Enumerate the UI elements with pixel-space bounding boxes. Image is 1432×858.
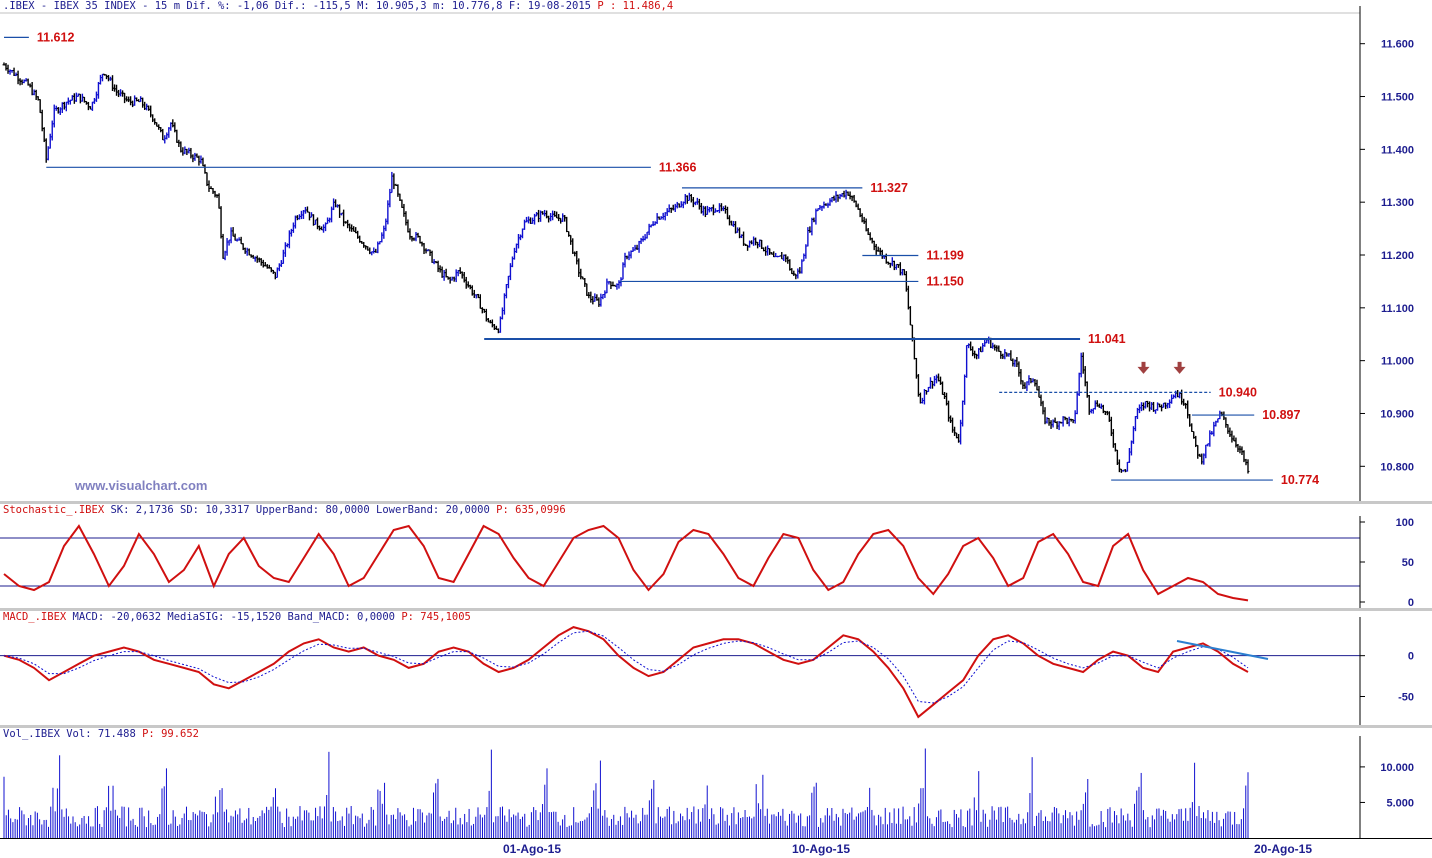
macd-trend-line bbox=[1176, 640, 1269, 660]
level-label: 11.327 bbox=[870, 181, 908, 195]
stoch-header: Stochastic_.IBEX SK: 2,1736 SD: 10,3317 … bbox=[3, 504, 566, 517]
macd-header: MACD_.IBEX MACD: -20,0632 MediaSIG: -15,… bbox=[3, 611, 471, 624]
x-tick-label: 10-Ago-15 bbox=[792, 842, 851, 856]
price-tick-label: 10.800 bbox=[1380, 461, 1414, 473]
dif-pct-label: Dif. %: -1,06 bbox=[186, 0, 269, 12]
min-label: m: 10.776,8 bbox=[432, 0, 503, 12]
level-label: 10.774 bbox=[1281, 473, 1319, 487]
macd-tick-label: 0 bbox=[1408, 651, 1414, 663]
pane-divider[interactable] bbox=[0, 501, 1432, 504]
price-tick-label: 11.000 bbox=[1381, 356, 1414, 368]
price-axis-band bbox=[1360, 0, 1432, 501]
vol-value: Vol: 71.488 bbox=[66, 728, 136, 740]
stoch-name: Stochastic_.IBEX bbox=[3, 504, 105, 516]
last-price-label: P : 11.486,4 bbox=[597, 0, 674, 12]
dif-label: Dif.: -115,5 bbox=[274, 0, 351, 12]
stoch-tick-label: 0 bbox=[1408, 597, 1414, 608]
macd-chart: 0 -50 bbox=[0, 611, 1432, 725]
level-label: 11.366 bbox=[659, 160, 697, 174]
pane-divider[interactable] bbox=[0, 608, 1432, 611]
time-axis bbox=[0, 838, 1432, 858]
price-tick-label: 11.600 bbox=[1381, 39, 1414, 51]
macd-series-MACD bbox=[3, 626, 1249, 719]
stoch-series-SK bbox=[3, 524, 1249, 602]
price-header: .IBEX - IBEX 35 INDEX - 15 m Dif. %: -1,… bbox=[3, 0, 673, 13]
price-tick-label: 11.400 bbox=[1381, 144, 1414, 156]
stochastic-chart: 100 50 0 bbox=[0, 504, 1432, 608]
macd-p: P: 745,1005 bbox=[401, 611, 471, 623]
watermark: www.visualchart.com bbox=[75, 478, 208, 493]
macd-series-MediaSIG bbox=[3, 630, 1249, 704]
stoch-lower: LowerBand: 20,0000 bbox=[376, 504, 490, 516]
stochastic-pane: Stochastic_.IBEX SK: 2,1736 SD: 10,3317 … bbox=[0, 504, 1432, 608]
macd-signal: MediaSIG: -15,1520 bbox=[167, 611, 282, 623]
stoch-upper: UpperBand: 80,0000 bbox=[255, 504, 370, 516]
vol-p: P: 99.652 bbox=[142, 728, 200, 740]
interval-label: 15 m bbox=[154, 0, 181, 12]
macd-name: MACD_.IBEX bbox=[3, 611, 67, 623]
price-tick-label: 11.200 bbox=[1381, 250, 1414, 262]
price-chart: 11.612 11.366 11.327 11.199 11.150 11.041 10.9… bbox=[0, 0, 1432, 501]
level-label: 11.612 bbox=[37, 30, 75, 44]
price-tick-label: 11.100 bbox=[1381, 303, 1414, 315]
x-tick-label: 01-Ago-15 bbox=[503, 842, 562, 856]
vol-tick-label: 5.000 bbox=[1386, 797, 1414, 809]
stoch-p: P: 635,0996 bbox=[496, 504, 566, 516]
down-arrow-icon bbox=[1177, 361, 1182, 368]
date-label: F: 19-08-2015 bbox=[508, 0, 591, 12]
macd-axis-band bbox=[1360, 611, 1432, 725]
macd-band: Band_MACD: 0,0000 bbox=[287, 611, 395, 623]
volume-pane: Vol_.IBEX Vol: 71.488 P: 99.652 _ □ × 10… bbox=[0, 728, 1432, 838]
vol-name: Vol_.IBEX bbox=[3, 728, 60, 740]
stoch-tick-label: 50 bbox=[1402, 557, 1414, 569]
price-pane: .IBEX - IBEX 35 INDEX - 15 m Dif. %: -1,… bbox=[0, 0, 1432, 501]
level-label: 11.041 bbox=[1088, 332, 1126, 346]
volume-chart: 10.000 5.000 bbox=[3, 728, 1432, 838]
down-arrow-icon bbox=[1137, 366, 1150, 374]
vol-tick-label: 10.000 bbox=[1380, 762, 1414, 774]
max-label: M: 10.905,3 bbox=[357, 0, 427, 12]
stoch-sk: SK: 2,1736 bbox=[110, 504, 174, 516]
stoch-tick-label: 100 bbox=[1396, 517, 1414, 529]
macd-pane: MACD_.IBEX MACD: -20,0632 MediaSIG: -15,… bbox=[0, 611, 1432, 725]
pane-divider[interactable] bbox=[0, 725, 1432, 728]
down-arrow-icon bbox=[1173, 366, 1186, 374]
ticker-label: .IBEX - IBEX 35 INDEX - bbox=[3, 0, 149, 12]
price-tick-label: 10.900 bbox=[1380, 408, 1414, 420]
level-label: 11.150 bbox=[926, 274, 964, 288]
stoch-axis-band bbox=[1360, 504, 1432, 608]
level-label: 10.897 bbox=[1262, 408, 1300, 422]
level-label: 10.940 bbox=[1219, 385, 1257, 399]
stoch-sd: SD: 10,3317 bbox=[180, 504, 250, 516]
vol-axis-band bbox=[1360, 728, 1432, 838]
x-tick-label: 20-Ago-15 bbox=[1254, 842, 1313, 856]
price-tick-label: 11.300 bbox=[1381, 197, 1414, 209]
macd-tick-label: -50 bbox=[1398, 692, 1414, 704]
price-tick-label: 11.500 bbox=[1381, 92, 1414, 104]
level-label: 11.199 bbox=[926, 249, 964, 263]
macd-value: MACD: -20,0632 bbox=[72, 611, 162, 623]
down-arrow-icon bbox=[1141, 361, 1146, 368]
vol-header: Vol_.IBEX Vol: 71.488 P: 99.652 bbox=[3, 728, 199, 741]
